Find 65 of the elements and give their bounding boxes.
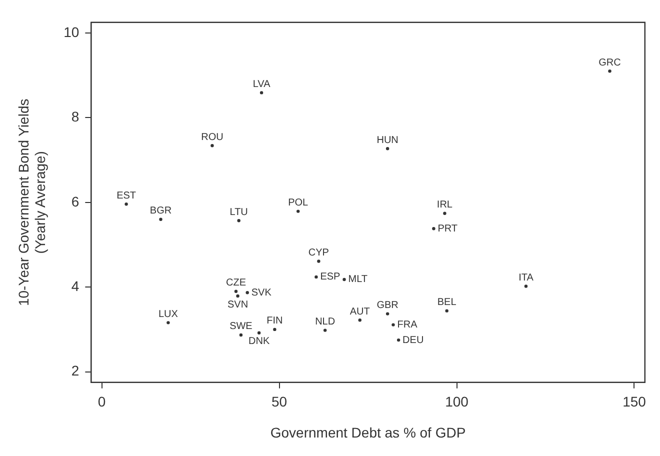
series-label: HUN — [376, 134, 398, 146]
point — [237, 219, 240, 222]
y-tick-label: 10 — [64, 24, 80, 40]
y-tick-label: 2 — [71, 362, 80, 379]
y-axis-title: 10-Year Government Bond Yields (Yearly Average) — [15, 98, 48, 306]
point — [342, 278, 346, 282]
series-label: CYP — [308, 248, 330, 259]
point — [323, 328, 327, 332]
series-label: FIN — [266, 316, 283, 327]
point — [236, 294, 240, 298]
series-label: ROU — [201, 132, 224, 143]
point — [166, 321, 170, 324]
series-label: POL — [288, 198, 309, 209]
point — [358, 318, 362, 322]
point — [386, 312, 390, 316]
series-label: LUX — [158, 308, 178, 320]
point — [296, 210, 300, 213]
x-axis-title: Government Debt as % of GDP — [270, 424, 466, 440]
series-label: PRT — [438, 223, 458, 234]
series-label: BEL — [437, 297, 457, 308]
point — [396, 338, 400, 342]
series-label: GBR — [376, 300, 398, 312]
x-tick-label: 50 — [272, 394, 288, 410]
series-label: ITA — [518, 272, 534, 284]
series-label: GRC — [598, 57, 621, 68]
point — [314, 275, 318, 279]
x-tick-label: 100 — [445, 394, 469, 410]
series-label: EST — [116, 190, 136, 202]
series-label: CZE — [226, 278, 246, 289]
point — [443, 212, 446, 216]
point — [124, 202, 128, 206]
x-tick-label: 150 — [622, 394, 646, 410]
y-tick-label: 6 — [71, 193, 80, 210]
series-label: DEU — [402, 334, 424, 346]
series-label: BGR — [150, 206, 172, 217]
point — [239, 333, 243, 337]
series-label: SVK — [251, 287, 272, 298]
series-label: ESP — [320, 272, 341, 283]
series-label: SVN — [227, 299, 248, 310]
y-tick-label: 8 — [71, 108, 80, 125]
y-tick-label: 4 — [71, 278, 80, 294]
point — [432, 227, 436, 230]
point — [260, 91, 264, 94]
point — [257, 331, 261, 334]
point — [524, 284, 528, 288]
x-tick-label: 0 — [98, 394, 106, 410]
series-label: AUT — [350, 306, 370, 318]
point — [608, 70, 612, 73]
point — [234, 290, 238, 293]
series-label: SWE — [230, 321, 253, 332]
series-label: NLD — [315, 316, 336, 328]
series-label: LTU — [230, 206, 248, 218]
point — [210, 144, 214, 148]
point — [273, 328, 276, 332]
point — [317, 260, 320, 263]
series-label: LVA — [252, 78, 271, 90]
point — [392, 323, 395, 326]
series-label: DNK — [248, 336, 270, 348]
point — [159, 218, 162, 221]
point — [386, 147, 390, 150]
series-label: FRA — [397, 320, 418, 331]
series-label: MLT — [348, 274, 368, 286]
point — [246, 291, 249, 294]
point — [445, 309, 448, 312]
series-label: IRL — [436, 200, 453, 211]
